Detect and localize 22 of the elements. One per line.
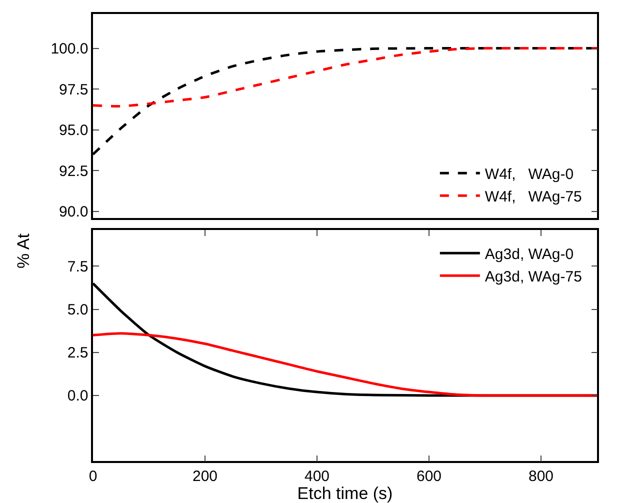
x-tick-label: 200	[192, 468, 218, 485]
y-tick-label: 5.0	[67, 302, 88, 319]
y-tick-label: 100.0	[50, 40, 88, 58]
y-tick-label: 97.5	[59, 81, 88, 98]
y-tick-label: 90.0	[59, 204, 88, 221]
y-axis-title: % At	[14, 234, 34, 268]
line-series	[93, 332, 597, 397]
x-tick-label: 600	[416, 468, 442, 485]
legend-label: Ag3d, WAg-75	[484, 268, 582, 286]
legend-label: W4f, WAg-0	[484, 166, 574, 183]
y-tick-label: 92.5	[59, 162, 88, 180]
x-tick-label: 800	[528, 468, 554, 485]
y-tick-label: 2.5	[67, 344, 88, 362]
legend-label: Ag3d, WAg-0	[484, 246, 574, 264]
x-tick-label: 0	[88, 468, 98, 485]
y-tick-label: 7.5	[67, 258, 88, 276]
y-tick-label: 0.0	[67, 388, 88, 405]
x-tick-label: 400	[304, 468, 330, 485]
y-tick-label: 95.0	[59, 122, 88, 140]
line-series	[93, 46, 597, 108]
legend-label: W4f, WAg-75	[484, 188, 582, 206]
x-axis-title: Etch time (s)	[297, 484, 393, 503]
